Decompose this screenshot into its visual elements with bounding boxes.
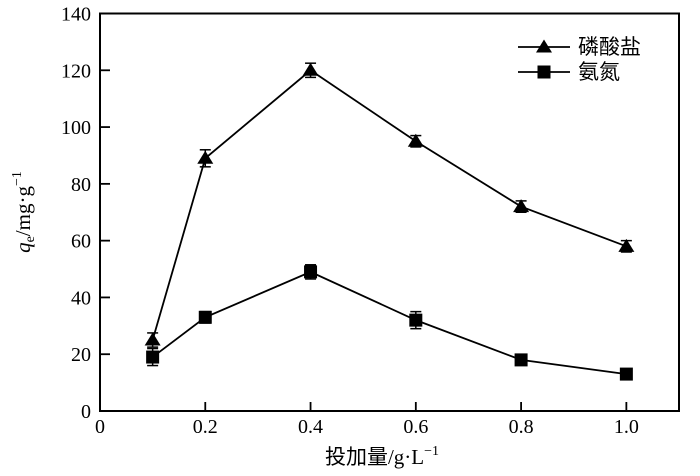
legend-label-ammonia: 氨氮 xyxy=(578,60,620,84)
legend-item-ammonia: 氨氮 xyxy=(518,60,620,84)
y-axis-tick-label: 20 xyxy=(71,344,91,366)
x-axis-tick-label: 0.4 xyxy=(298,416,323,438)
x-axis-tick-label: 0.6 xyxy=(403,416,428,438)
series-ammonia-marker xyxy=(304,265,318,279)
legend-label-phosphate: 磷酸盐 xyxy=(578,35,641,59)
plot-frame xyxy=(99,12,680,412)
y-axis-title: qe/mg·g−1 xyxy=(10,171,38,253)
x-axis-tick-label: 0.8 xyxy=(509,416,534,438)
x-axis-title: 投加量/g·L−1 xyxy=(325,444,439,469)
series-ammonia-marker xyxy=(514,353,528,367)
series-phosphate-marker xyxy=(513,199,530,213)
series-phosphate-line xyxy=(151,69,627,341)
series-ammonia-marker xyxy=(409,313,423,327)
legend-marker-ammonia xyxy=(537,65,551,79)
series-ammonia-marker xyxy=(198,310,212,324)
legend-marker-phosphate xyxy=(536,39,552,53)
series-phosphate-marker xyxy=(302,62,319,76)
series-phosphate-marker xyxy=(144,332,161,346)
series-phosphate-marker xyxy=(197,150,214,164)
y-axis-tick-label: 40 xyxy=(71,287,91,309)
y-axis-tick-label: 0 xyxy=(81,401,91,423)
y-axis-tick-label: 100 xyxy=(61,117,91,139)
y-axis-tick-label: 120 xyxy=(61,60,91,82)
y-axis-tick-label: 140 xyxy=(61,4,91,26)
series-phosphate-marker xyxy=(618,238,635,252)
series-phosphate-marker xyxy=(407,133,424,147)
y-axis-tick-label: 60 xyxy=(71,231,91,253)
legend-item-phosphate: 磷酸盐 xyxy=(518,35,641,59)
x-axis-tick-label: 0 xyxy=(95,416,105,438)
series-ammonia-line xyxy=(152,270,627,375)
x-axis-tick-label: 0.2 xyxy=(193,416,218,438)
series-ammonia-marker xyxy=(619,367,633,381)
y-axis-tick-label: 80 xyxy=(71,174,91,196)
x-axis-tick-label: 1.0 xyxy=(614,416,639,438)
series-ammonia-marker xyxy=(146,350,160,364)
